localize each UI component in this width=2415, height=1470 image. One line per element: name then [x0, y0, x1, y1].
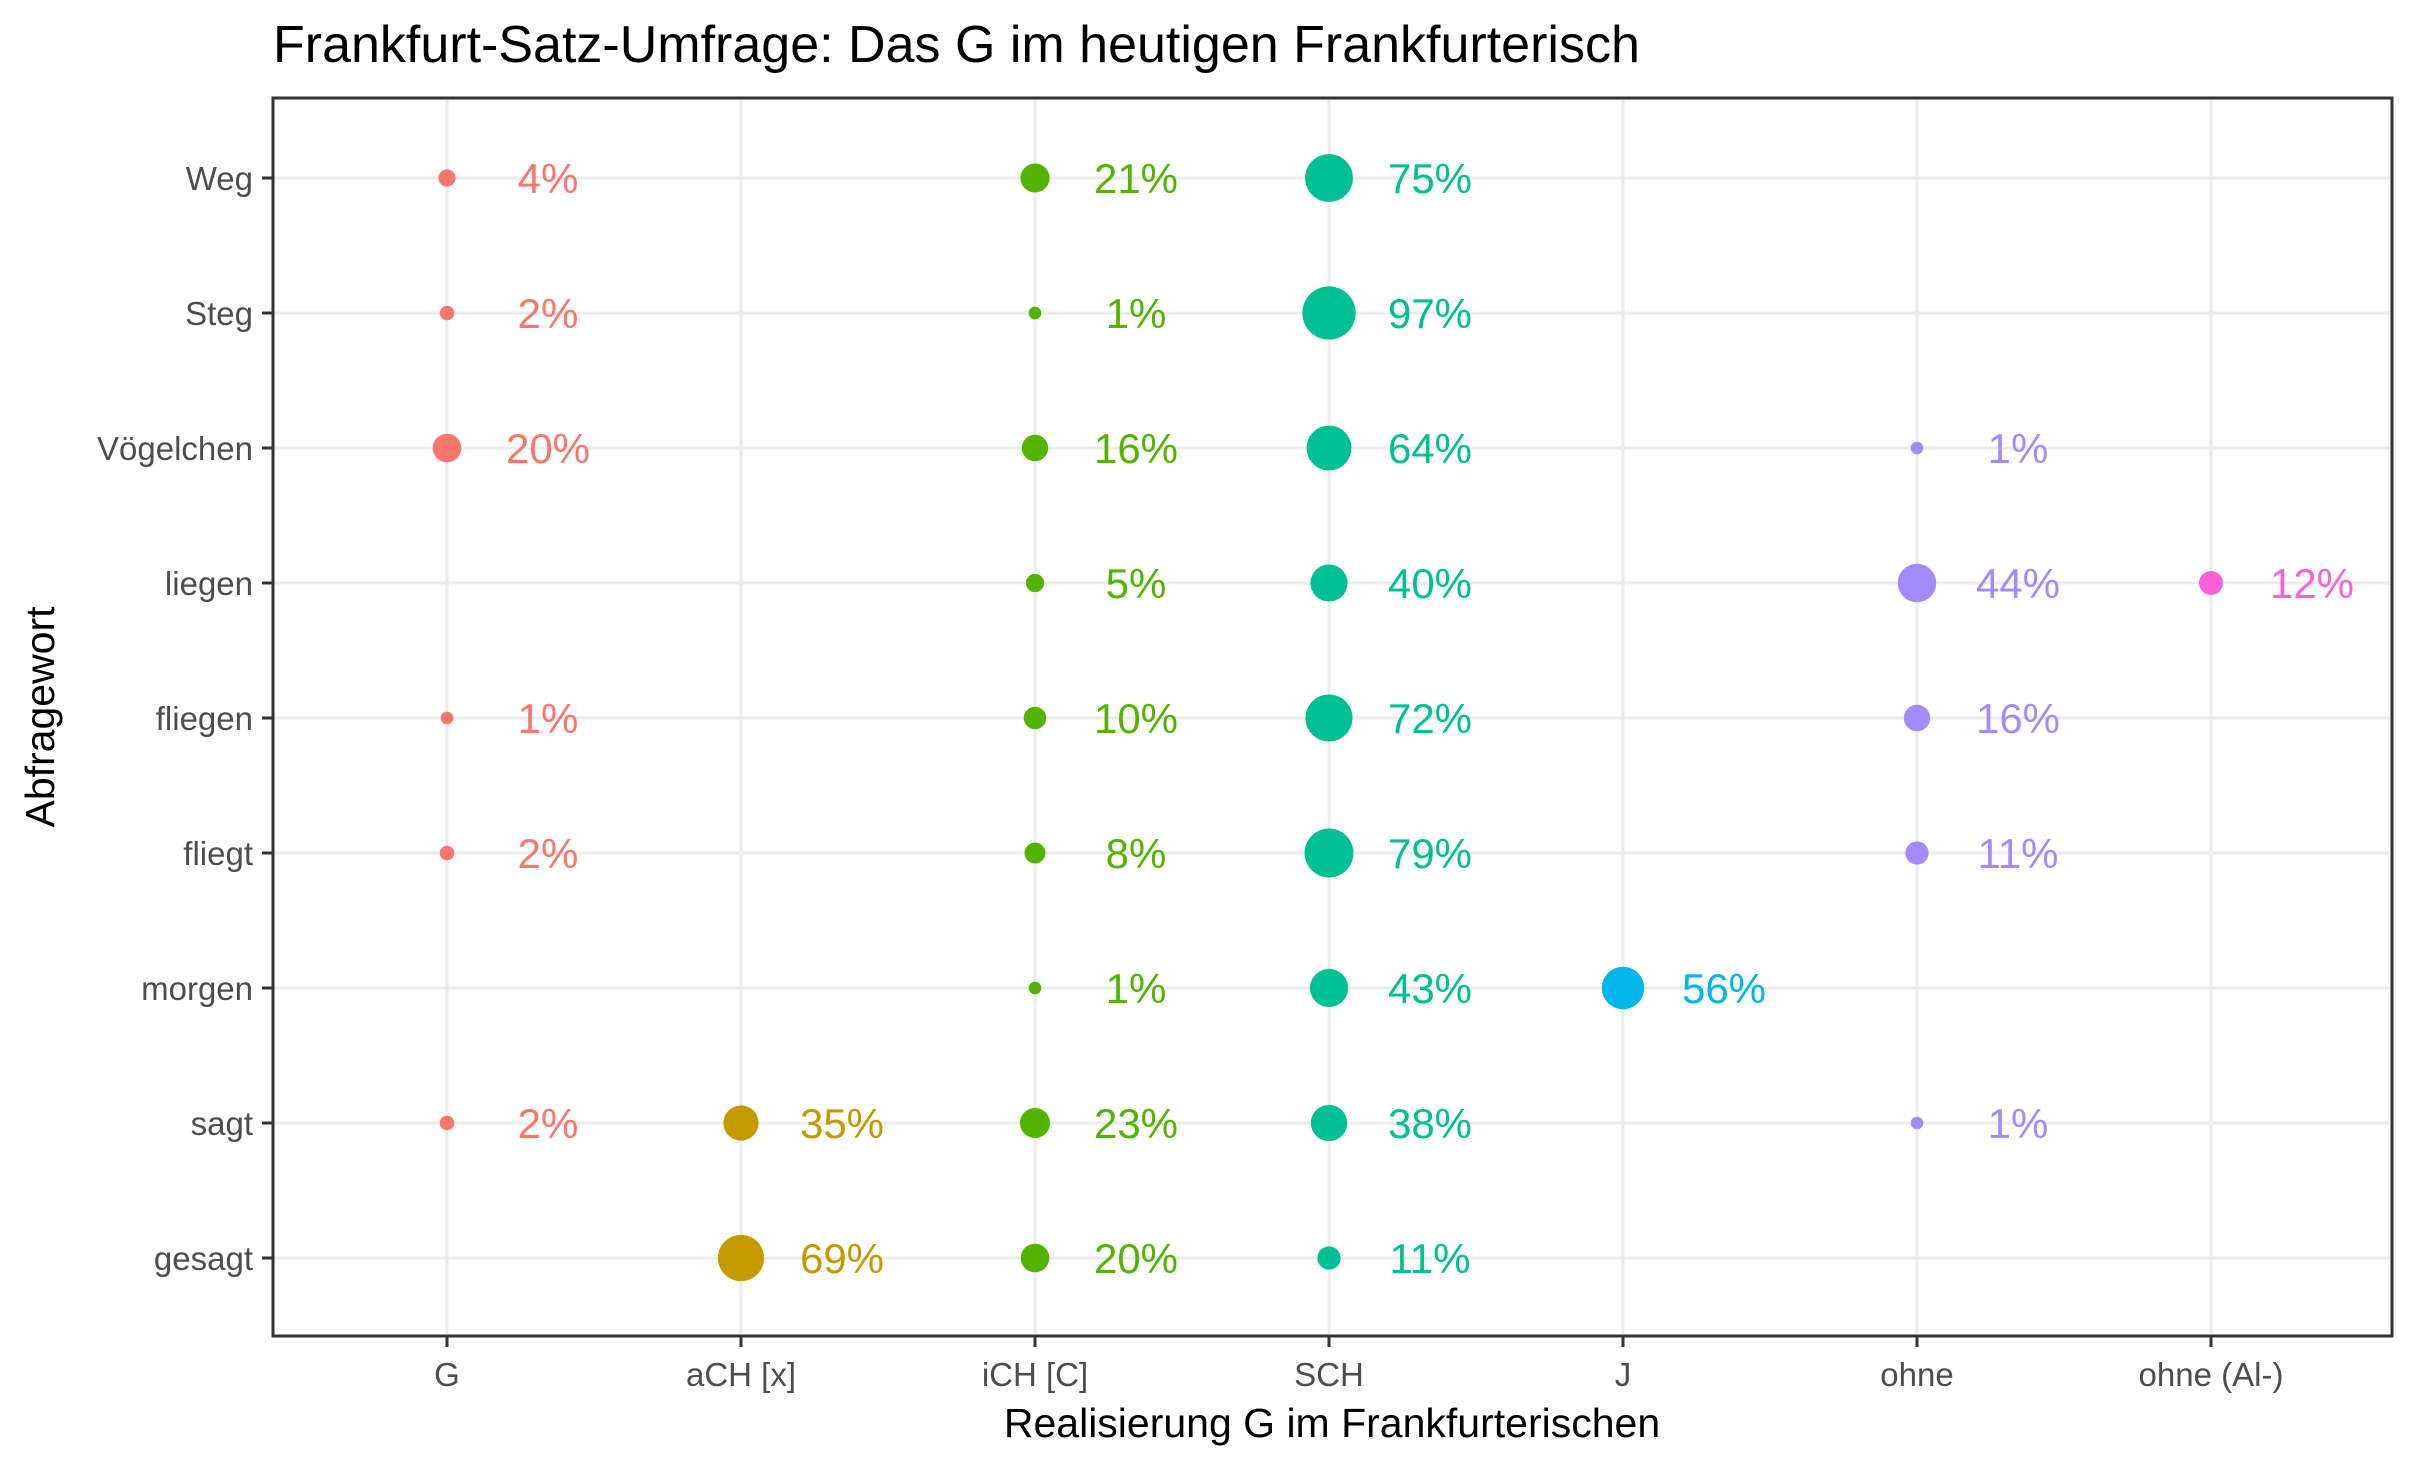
data-point-weg-g	[438, 169, 456, 187]
data-label-fliegt-ich-c: 8%	[1106, 830, 1167, 877]
data-point-steg-ich-c	[1028, 306, 1042, 320]
x-tick-label-ach-x: aCH [x]	[686, 1356, 796, 1393]
y-tick-label-steg: Steg	[185, 295, 253, 332]
y-tick-label-weg: Weg	[186, 160, 253, 197]
data-label-fliegen-ohne: 16%	[1976, 695, 2060, 742]
data-points	[432, 154, 2223, 1282]
data-label-fliegt-sch: 79%	[1388, 830, 1472, 877]
x-tick-label-ich-c: iCH [C]	[982, 1356, 1088, 1393]
data-point-gesagt-sch	[1317, 1246, 1341, 1270]
data-point-morgen-j	[1601, 966, 1645, 1010]
data-point-liegen-ohne-al	[2199, 571, 2223, 595]
x-tick-label-ohne-al: ohne (Al-)	[2139, 1356, 2284, 1393]
data-point-weg-sch	[1305, 154, 1353, 202]
data-label-fliegen-sch: 72%	[1388, 695, 1472, 742]
data-point-vögelchen-g	[432, 433, 462, 463]
y-tick-label-sagt: sagt	[191, 1105, 253, 1142]
data-point-fliegt-g	[439, 845, 455, 861]
y-tick-label-liegen: liegen	[165, 565, 253, 602]
data-label-liegen-sch: 40%	[1388, 560, 1472, 607]
data-label-fliegt-ohne: 11%	[1978, 830, 2059, 877]
data-point-steg-sch	[1302, 286, 1356, 340]
data-point-vögelchen-ich-c	[1021, 434, 1049, 462]
y-tick-label-fliegt: fliegt	[183, 835, 253, 872]
data-label-weg-ich-c: 21%	[1094, 155, 1178, 202]
data-label-morgen-sch: 43%	[1388, 965, 1472, 1012]
data-point-liegen-ohne	[1897, 563, 1937, 603]
data-label-fliegt-g: 2%	[518, 830, 579, 877]
data-point-fliegt-ohne	[1905, 841, 1929, 865]
data-label-fliegen-ich-c: 10%	[1094, 695, 1178, 742]
data-point-gesagt-ach-x	[717, 1234, 765, 1282]
data-label-morgen-ich-c: 1%	[1106, 965, 1167, 1012]
data-point-steg-g	[439, 305, 455, 321]
chart-title: Frankfurt-Satz-Umfrage: Das G im heutige…	[273, 16, 1640, 74]
data-label-vögelchen-ich-c: 16%	[1094, 425, 1178, 472]
data-label-weg-g: 4%	[518, 155, 579, 202]
data-point-liegen-ich-c	[1025, 573, 1045, 593]
data-point-morgen-ich-c	[1028, 981, 1042, 995]
data-label-vögelchen-ohne: 1%	[1988, 425, 2049, 472]
data-label-steg-sch: 97%	[1388, 290, 1472, 337]
data-label-gesagt-ach-x: 69%	[800, 1235, 884, 1282]
data-label-sagt-ich-c: 23%	[1094, 1100, 1178, 1147]
data-label-liegen-ohne-al: 12%	[2270, 560, 2354, 607]
data-point-morgen-sch	[1309, 968, 1349, 1008]
data-label-weg-sch: 75%	[1388, 155, 1472, 202]
data-label-steg-ich-c: 1%	[1106, 290, 1167, 337]
x-tick-label-j: J	[1615, 1356, 1632, 1393]
data-label-gesagt-sch: 11%	[1390, 1235, 1471, 1282]
x-tick-label-ohne: ohne	[1880, 1356, 1953, 1393]
data-point-sagt-ohne	[1910, 1116, 1924, 1130]
data-point-fliegen-ohne	[1903, 704, 1931, 732]
data-point-sagt-ich-c	[1019, 1107, 1051, 1139]
data-label-vögelchen-g: 20%	[506, 425, 590, 472]
x-tick-label-g: G	[434, 1356, 460, 1393]
data-point-sagt-sch	[1310, 1104, 1348, 1142]
data-label-gesagt-ich-c: 20%	[1094, 1235, 1178, 1282]
y-axis-title: Abfragewort	[17, 606, 63, 828]
data-point-fliegt-sch	[1304, 828, 1354, 878]
y-tick-label-fliegen: fliegen	[156, 700, 253, 737]
data-label-fliegen-g: 1%	[518, 695, 579, 742]
data-label-morgen-j: 56%	[1682, 965, 1766, 1012]
data-labels: 4% 21% 75% 2% 1% 97% 20% 16% 64% 1% 5% 40% 44% 12% 1% 1…	[506, 155, 2354, 1282]
data-point-fliegen-g	[440, 711, 454, 725]
data-point-fliegt-ich-c	[1024, 842, 1046, 864]
data-point-sagt-ach-x	[723, 1105, 759, 1141]
data-label-sagt-g: 2%	[518, 1100, 579, 1147]
y-tick-label-morgen: morgen	[141, 970, 253, 1007]
data-label-liegen-ich-c: 5%	[1106, 560, 1167, 607]
y-axis: Weg Steg Vögelchen liegen fliegen fliegt morge…	[97, 160, 273, 1277]
data-label-sagt-ohne: 1%	[1988, 1100, 2049, 1147]
data-point-gesagt-ich-c	[1020, 1243, 1050, 1273]
data-point-vögelchen-ohne	[1910, 441, 1924, 455]
data-point-weg-ich-c	[1020, 163, 1050, 193]
data-point-liegen-sch	[1310, 564, 1348, 602]
data-point-fliegen-sch	[1305, 694, 1353, 742]
plot-panel: 4% 21% 75% 2% 1% 97% 20% 16% 64% 1% 5% 40% 44% 12% 1% 1…	[271, 96, 2394, 1338]
x-tick-label-sch: SCH	[1294, 1356, 1364, 1393]
data-label-sagt-sch: 38%	[1388, 1100, 1472, 1147]
data-point-fliegen-ich-c	[1023, 706, 1047, 730]
x-axis-title: Realisierung G im Frankfurterischen	[1004, 1400, 1660, 1446]
y-tick-label-vögelchen: Vögelchen	[97, 430, 253, 467]
y-tick-label-gesagt: gesagt	[154, 1240, 253, 1277]
data-label-liegen-ohne: 44%	[1976, 560, 2060, 607]
data-label-sagt-ach-x: 35%	[800, 1100, 884, 1147]
data-label-vögelchen-sch: 64%	[1388, 425, 1472, 472]
data-label-steg-g: 2%	[518, 290, 579, 337]
data-point-sagt-g	[439, 1115, 455, 1131]
data-point-vögelchen-sch	[1306, 425, 1352, 471]
